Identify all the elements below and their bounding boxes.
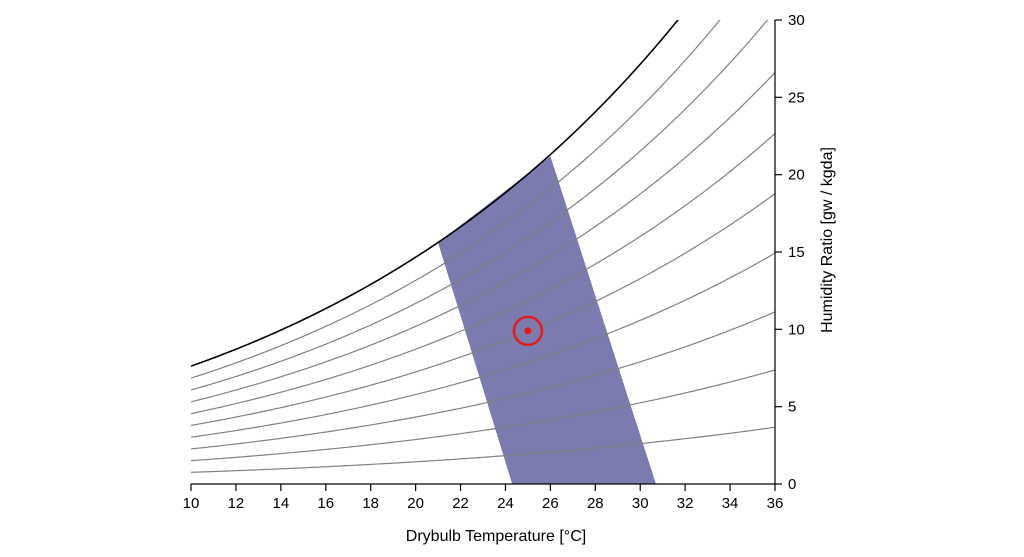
x-tick-label-10: 10: [183, 495, 200, 512]
rh-curve-80: [191, 20, 769, 391]
rh-curve-70: [191, 72, 775, 403]
rh-curve-60: [191, 133, 775, 415]
rh-curve-90: [191, 20, 721, 379]
x-tick-label-36: 36: [767, 495, 784, 512]
y-tick-label-30: 30: [788, 12, 805, 29]
x-tick-label-18: 18: [362, 495, 379, 512]
x-tick-label-28: 28: [587, 495, 604, 512]
x-tick-label-30: 30: [632, 495, 649, 512]
comfort-zone: [438, 156, 656, 484]
y-tick-label-15: 15: [788, 244, 805, 261]
rh-curve-40: [191, 252, 775, 438]
y-axis-title: Humidity Ratio [gw / kgda]: [819, 147, 836, 333]
y-tick-label-25: 25: [788, 89, 805, 106]
y-tick-label-0: 0: [788, 476, 796, 493]
humidity-curves-layer: [191, 20, 775, 473]
x-tick-label-26: 26: [542, 495, 559, 512]
x-tick-label-32: 32: [677, 495, 694, 512]
state-point-ring: [512, 315, 544, 347]
state-point-dot: [524, 327, 532, 335]
y-tick-label-20: 20: [788, 167, 805, 184]
x-tick-label-16: 16: [317, 495, 334, 512]
x-tick-label-20: 20: [407, 495, 424, 512]
y-tick-label-10: 10: [788, 321, 805, 338]
x-tick-label-12: 12: [228, 495, 245, 512]
comfort-zone-layer: [438, 156, 656, 484]
rh-curve-10: [191, 426, 775, 473]
saturation-curve: [191, 20, 679, 367]
x-tick-label-22: 22: [452, 495, 469, 512]
x-tick-label-24: 24: [497, 495, 514, 512]
state-point-layer: [512, 315, 544, 347]
axes-layer: 10 12 14 16 18 20 22 24 26 28 30 32 34 360 5 10 15 20 25 30: [183, 12, 805, 512]
y-tick-label-5: 5: [788, 399, 796, 416]
x-tick-label-14: 14: [273, 495, 290, 512]
rh-curve-50: [191, 193, 775, 427]
rh-curve-20: [191, 369, 775, 462]
rh-curve-30: [191, 311, 775, 450]
x-axis-title: Drybulb Temperature [°C]: [406, 528, 586, 545]
x-tick-label-34: 34: [722, 495, 739, 512]
